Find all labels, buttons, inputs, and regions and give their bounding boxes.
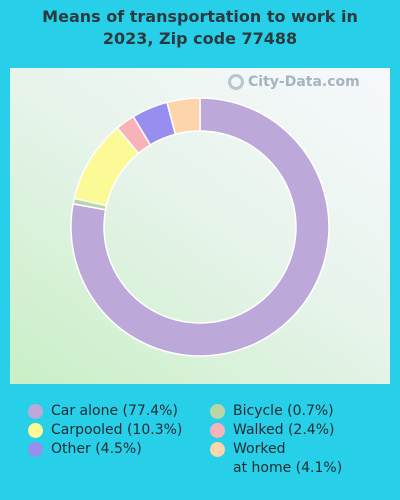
- legend-swatch-other: [28, 442, 43, 457]
- legend-swatch-car-alone: [28, 404, 43, 419]
- legend-label-bicycle: Bicycle (0.7%): [233, 403, 334, 419]
- legend-swatch-walked: [210, 423, 225, 438]
- chart-title-line1: Means of transportation to work in: [42, 7, 358, 26]
- legend-item-car-alone: Car alone (77.4%): [28, 402, 178, 421]
- donut-slice-car-alone: [70, 97, 330, 357]
- legend-label-worked-at-home-line1: Worked: [233, 441, 286, 457]
- legend-item-walked: Walked (2.4%): [210, 421, 334, 440]
- legend-item-other: Other (4.5%): [28, 440, 142, 459]
- legend-item-bicycle: Bicycle (0.7%): [210, 402, 334, 421]
- legend-label-car-alone: Car alone (77.4%): [51, 403, 178, 419]
- legend-label-walked: Walked (2.4%): [233, 422, 335, 438]
- legend-label-worked-at-home: Worked at home (4.1%): [233, 440, 342, 478]
- legend-swatch-worked-at-home: [210, 442, 225, 457]
- watermark-text: City-Data.com: [248, 74, 360, 90]
- watermark: City-Data.com: [228, 74, 360, 90]
- donut-slice-worked-at-home: [166, 97, 201, 136]
- chart-title-line2: 2023, Zip code 77488: [102, 29, 298, 48]
- legend-label-carpooled: Carpooled (10.3%): [51, 422, 183, 438]
- legend-swatch-bicycle: [210, 404, 225, 419]
- chart-title: Means of transportation to work in 2023,…: [0, 6, 400, 50]
- legend-label-worked-at-home-line2: at home (4.1%): [233, 460, 343, 476]
- city-data-logo-icon: [228, 74, 244, 90]
- legend-swatch-carpooled: [28, 423, 43, 438]
- legend-item-carpooled: Carpooled (10.3%): [28, 421, 182, 440]
- legend-label-other: Other (4.5%): [51, 441, 142, 457]
- legend-item-worked-at-home: Worked at home (4.1%): [210, 440, 342, 478]
